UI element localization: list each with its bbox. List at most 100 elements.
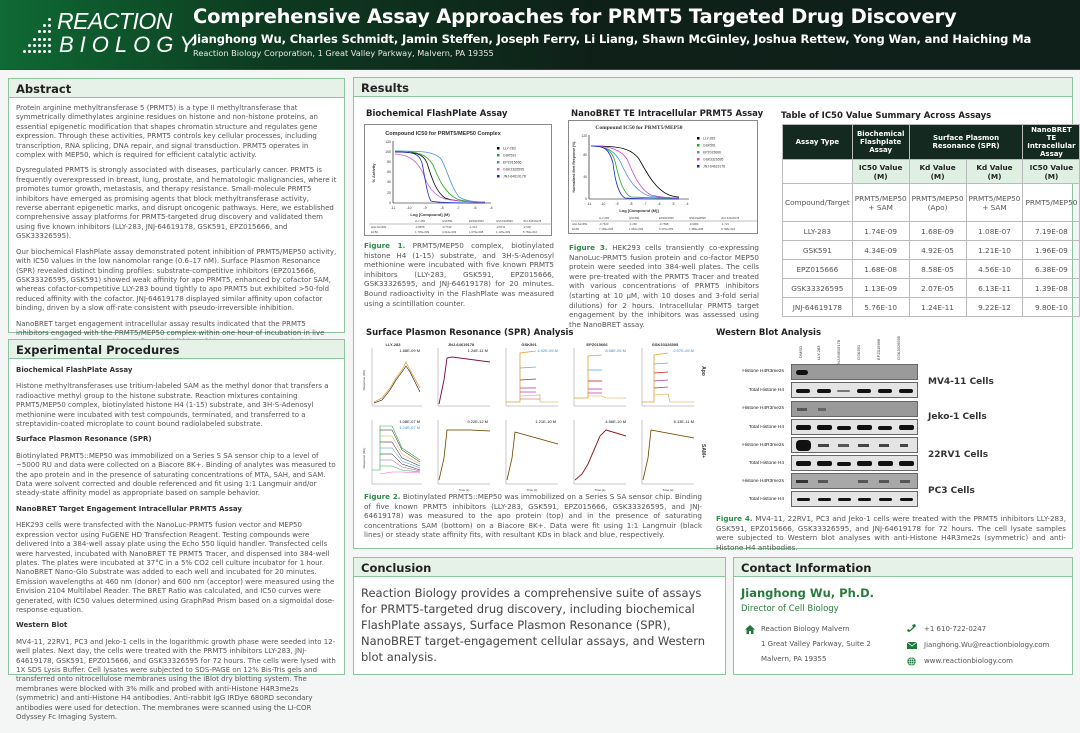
spr-sam-gsk33326595: 6.13E-11 M Time (s) <box>634 418 696 493</box>
table-row: JNJ-64619178 5.76E-10 1.24E-11 9.22E-12 9.80… <box>782 297 1080 317</box>
globe-icon <box>907 657 916 666</box>
svg-text:-2.502: -2.502 <box>523 225 531 229</box>
authors: Jianghong Wu, Charles Schmidt, Jamin Ste… <box>193 32 1032 46</box>
svg-text:-11: -11 <box>587 202 592 206</box>
svg-text:GSK591: GSK591 <box>442 219 453 223</box>
svg-text:-0.8711: -0.8711 <box>496 225 506 229</box>
svg-text:-10: -10 <box>406 206 411 210</box>
svg-text:EPZ015666: EPZ015666 <box>503 161 522 165</box>
svg-text:GSK33326595: GSK33326595 <box>652 342 679 347</box>
table-cell: 1.13E-09 <box>851 278 910 298</box>
table-cell: Compound/Target <box>782 183 853 222</box>
svg-text:GSK591: GSK591 <box>521 342 537 347</box>
svg-text:HILLSLOPE: HILLSLOPE <box>371 225 386 229</box>
address-line: Reaction Biology Malvern <box>761 625 850 633</box>
svg-text:6.13E-11 M: 6.13E-11 M <box>674 419 694 424</box>
poster-header: REACTION BIOLOGY Comprehensive Assay App… <box>0 0 1080 70</box>
logo-text-reaction: REACTION <box>57 8 172 34</box>
svg-text:-5: -5 <box>489 206 492 210</box>
table-subheader: IC50 Value (M) <box>1022 159 1080 184</box>
ic50-summary-table: Assay Type Biochemical Flashplate Assay … <box>782 124 1080 317</box>
address-line: 1 Great Valley Parkway, Suite 2 <box>761 640 871 648</box>
table-cell: 4.34E-09 <box>851 240 910 260</box>
svg-text:-7: -7 <box>456 206 459 210</box>
svg-text:LLY-283: LLY-283 <box>415 219 426 223</box>
svg-text:JNJ-64619178: JNJ-64619178 <box>523 219 542 223</box>
table-subheader: IC50 Value (M) <box>851 159 910 184</box>
svg-text:1.962e-009: 1.962e-009 <box>629 227 644 231</box>
svg-text:1.08E-07 M: 1.08E-07 M <box>399 419 420 424</box>
spr-sam-row-label: SAM+ <box>700 443 707 459</box>
spr-apo-epz015666: EPZ015666 8.58E-05 M <box>566 340 628 415</box>
procedure-subheading: NanoBRET Target Engagement Intracellular… <box>16 504 242 513</box>
table-cell: 6.13E-11 <box>965 278 1024 298</box>
table-subheader: Kd Value (M) <box>965 159 1024 184</box>
blot-band-row <box>791 401 918 417</box>
lane-label: JNJ-64619178 <box>836 339 841 366</box>
svg-text:Log [Compound (M)]: Log [Compound (M)] <box>619 208 659 213</box>
address-line: Malvern, PA 19355 <box>761 655 827 663</box>
svg-text:GSK3326595: GSK3326595 <box>503 168 524 172</box>
email-icon <box>907 642 917 649</box>
contact-phone[interactable]: +1 610-722-0247 <box>924 625 987 633</box>
band-label: Histone H4R3me2s <box>742 369 784 374</box>
svg-text:20: 20 <box>387 191 391 195</box>
svg-text:60: 60 <box>387 170 391 174</box>
table-cell: JNJ-64619178 <box>782 297 853 317</box>
svg-text:1.24E-11 M: 1.24E-11 M <box>468 348 488 353</box>
svg-text:-0.7568: -0.7568 <box>659 222 669 226</box>
procedures-panel: Experimental Procedures Biochemical Flas… <box>8 339 345 721</box>
svg-text:LLY-283: LLY-283 <box>703 137 715 141</box>
svg-text:-1.260: -1.260 <box>629 222 637 226</box>
spr-apo-lly-283: LLY-283 1.68E-09 M Response (RU) <box>362 340 424 415</box>
procedure-text: Histone methyltransferases use tritium-l… <box>16 382 329 429</box>
spr-apo-gsk33326595: GSK33326595 2.07E-05 M <box>634 340 696 415</box>
svg-text:9.798e-010: 9.798e-010 <box>721 227 736 231</box>
band-label: Total Histone H4 <box>748 461 784 466</box>
table-cell: EPZ015666 <box>782 259 853 279</box>
conclusion-text: Reaction Biology provides a comprehensiv… <box>361 586 706 664</box>
procedure-subheading: Western Blot <box>16 621 68 630</box>
blot-band-row <box>791 382 918 398</box>
poster-title: Comprehensive Assay Approaches for PRMT5… <box>193 5 957 28</box>
contact-role: Director of Cell Biology <box>741 604 839 614</box>
svg-text:8.58E-05 M: 8.58E-05 M <box>605 348 626 353</box>
table-header: Assay Type <box>782 124 853 160</box>
svg-text:0: 0 <box>585 197 587 201</box>
table-header: Biochemical Flashplate Assay <box>851 124 910 160</box>
svg-text:Time (s): Time (s) <box>459 488 470 492</box>
spr-section-title: Surface Plasmon Resonance (SPR) Analysis <box>366 328 574 338</box>
flashplate-ic50-chart: Compound IC50 for PRMT5/MEP50 Complex 0 2… <box>364 124 552 236</box>
table-cell: 9.22E-12 <box>965 297 1024 317</box>
cell-line-label: 22RV1 Cells <box>928 450 989 460</box>
contact-email[interactable]: Jianghong.Wu@reactionbiology.com <box>924 641 1050 649</box>
svg-text:120: 120 <box>385 140 391 144</box>
table-cell: 9.80E-10 <box>1022 297 1080 317</box>
svg-text:4.344e-009: 4.344e-009 <box>442 230 457 234</box>
western-blot-section-title: Western Blot Analysis <box>716 328 822 338</box>
nanobret-section-title: NanoBRET TE Intracellular PRMT5 Assay <box>571 109 764 119</box>
contact-heading: Contact Information <box>734 558 1072 577</box>
affiliation: Reaction Biology Corporation, 1 Great Va… <box>193 48 494 58</box>
contact-website[interactable]: www.reactionbiology.com <box>924 657 1013 665</box>
table-row: GSK33326595 1.13E-09 2.07E-05 6.13E-11 1.39E… <box>782 278 1080 298</box>
table-cell: PRMT5/MEP50 + SAM <box>851 183 910 222</box>
svg-text:GSK591: GSK591 <box>703 144 716 148</box>
spr-apo-row-label: Apo <box>699 366 706 376</box>
table-cell: 2.07E-05 <box>908 278 967 298</box>
band-label: Total Histone H4 <box>748 388 784 393</box>
ic50-table-title: Table of IC50 Value Summary Across Assay… <box>781 111 992 121</box>
procedure-text: HEK293 cells were transfected with the N… <box>16 521 335 614</box>
table-cell: 8.58E-05 <box>908 259 967 279</box>
table-header: Surface Plasmon Resonance (SPR) <box>908 124 1024 160</box>
svg-text:GSK591: GSK591 <box>629 216 640 220</box>
svg-text:EC50: EC50 <box>572 227 579 231</box>
svg-text:EPZ015666: EPZ015666 <box>703 151 721 155</box>
western-blot-figure: DMSO LLY-283 JNJ-64619178 GSK591 EPZ0156… <box>716 336 1066 507</box>
svg-text:6.375e-009: 6.375e-009 <box>659 227 674 231</box>
procedure-subheading: Surface Plasmon Resonance (SPR) <box>16 435 152 444</box>
table-cell: 1.74E-09 <box>851 221 910 241</box>
band-label: Histone H4R3me2s <box>742 443 784 448</box>
svg-text:4.56E-10 M: 4.56E-10 M <box>605 419 626 424</box>
blot-band-row <box>791 364 918 380</box>
